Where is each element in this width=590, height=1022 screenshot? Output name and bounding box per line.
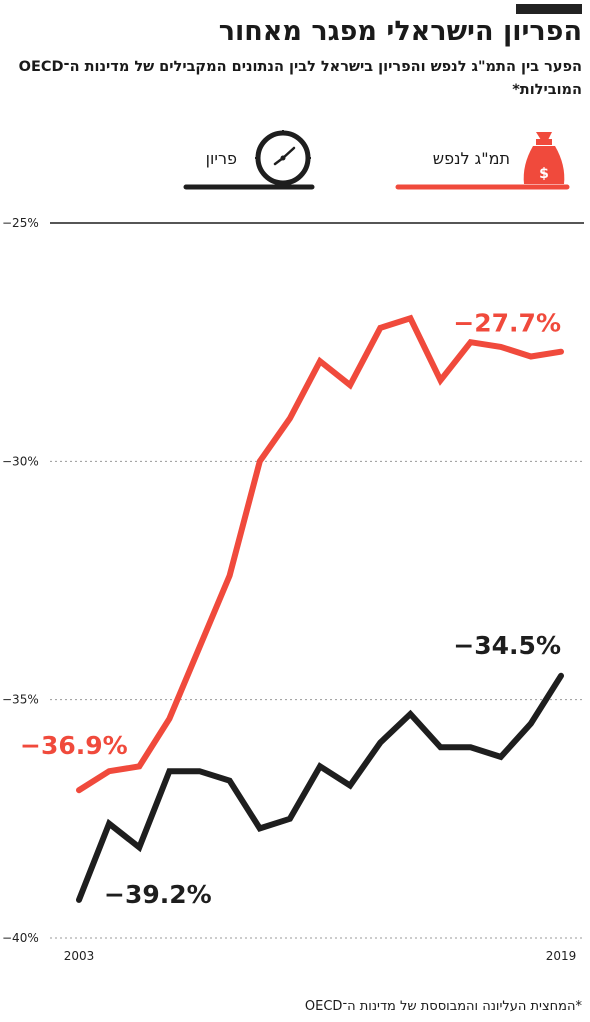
y-tick-label: −35%: [2, 693, 39, 707]
data-labels: −36.9% −27.7% −39.2% −34.5%: [20, 309, 561, 909]
legend-gdp-label: תמ"ג לנפש: [432, 149, 510, 168]
y-tick-label: −40%: [2, 931, 39, 945]
x-tick-label: 2003: [64, 949, 95, 963]
gdp-end-label: −27.7%: [453, 309, 561, 338]
legend-productivity: [183, 130, 315, 190]
top-accent-bar: [516, 4, 582, 14]
y-tick-label: −25%: [2, 216, 39, 230]
chart-subtitle: הפער בין התמ"ג לנפש והפריון בישראל לבין …: [18, 59, 582, 98]
svg-text:$: $: [539, 166, 549, 182]
money-bag-icon: $: [523, 132, 565, 184]
productivity-end-label: −34.5%: [453, 631, 561, 660]
gridlines: −25% −30% −35% −40% 2003 2019: [2, 216, 584, 963]
clock-icon: [255, 130, 311, 186]
chart-title: הפריון הישראלי מפגר מאחור: [218, 16, 582, 47]
legend-gdp: $: [395, 132, 570, 190]
productivity-start-label: −39.2%: [104, 880, 212, 909]
series-lines: [76, 314, 564, 903]
x-tick-label: 2019: [546, 949, 577, 963]
legend-productivity-label: פריון: [205, 149, 237, 168]
gdp-start-label: −36.9%: [20, 731, 128, 760]
footnote: *המחצית העליונה והמבוססת של מדינות ה־OEC…: [304, 999, 582, 1014]
productivity-line: [76, 672, 564, 903]
y-tick-label: −30%: [2, 454, 39, 468]
gdp-per-capita-line: [76, 314, 564, 794]
